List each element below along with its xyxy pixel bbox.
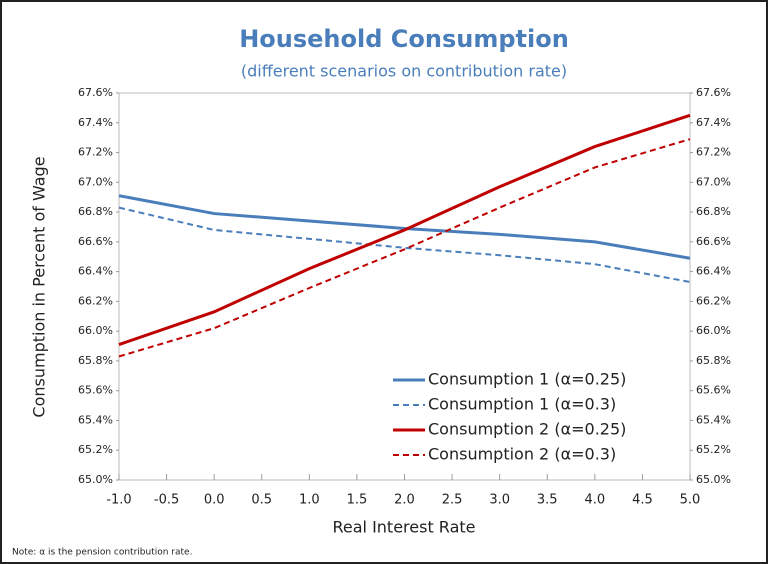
x-tick-label: -0.5	[154, 493, 179, 508]
y-tick-label: 66.8%	[78, 205, 113, 218]
x-tick-label: 0.5	[251, 493, 272, 508]
x-tick-label: 4.5	[632, 493, 653, 508]
y2-tick-label: 67.4%	[696, 116, 731, 129]
y2-tick-label: 65.4%	[696, 413, 731, 426]
y-tick-label: 67.0%	[78, 175, 113, 188]
y2-tick-label: 65.2%	[696, 443, 731, 456]
y2-tick-label: 66.0%	[696, 324, 731, 337]
x-tick-label: 5.0	[680, 493, 701, 508]
x-tick-label: 3.5	[537, 493, 558, 508]
y2-tick-label: 66.8%	[696, 205, 731, 218]
x-tick-label: 4.0	[584, 493, 605, 508]
x-tick-label: 0.0	[204, 493, 225, 508]
x-tick-label: 2.5	[442, 493, 463, 508]
x-tick-label: 1.0	[299, 493, 320, 508]
legend-label: Consumption 2 (α=0.25)	[428, 420, 626, 439]
x-axis-label: Real Interest Rate	[332, 518, 475, 537]
y2-tick-label: 67.6%	[696, 86, 731, 99]
y-tick-label: 67.2%	[78, 146, 113, 159]
x-tick-label: -1.0	[106, 493, 131, 508]
y-tick-label: 65.2%	[78, 443, 113, 456]
y2-tick-label: 66.4%	[696, 265, 731, 278]
y-tick-label: 65.0%	[78, 473, 113, 486]
y2-tick-label: 67.0%	[696, 175, 731, 188]
chart-subtitle: (different scenarios on contribution rat…	[241, 62, 567, 81]
note: Note: α is the pension contribution rate…	[12, 548, 192, 558]
y-tick-label: 66.6%	[78, 235, 113, 248]
series-line	[118, 138, 691, 358]
y-tick-label: 65.8%	[78, 354, 113, 367]
y2-tick-label: 65.8%	[696, 354, 731, 367]
y-tick-label: 67.6%	[78, 86, 113, 99]
y-tick-label: 66.4%	[78, 265, 113, 278]
x-tick-label: 2.0	[394, 493, 415, 508]
series-line	[118, 113, 691, 346]
y2-tick-label: 67.2%	[696, 146, 731, 159]
legend-label: Consumption 2 (α=0.3)	[428, 445, 616, 464]
y2-tick-label: 65.6%	[696, 384, 731, 397]
y2-tick-label: 65.0%	[696, 473, 731, 486]
legend-label: Consumption 1 (α=0.25)	[428, 370, 626, 389]
y-tick-label: 66.2%	[78, 294, 113, 307]
y-tick-label: 65.4%	[78, 413, 113, 426]
y-axis-label: Consumption in Percent of Wage	[30, 156, 49, 417]
y-tick-label: 65.6%	[78, 384, 113, 397]
x-tick-label: 1.5	[347, 493, 368, 508]
y-tick-label: 66.0%	[78, 324, 113, 337]
chart-title: Household Consumption	[239, 25, 569, 53]
x-tick-label: 3.0	[489, 493, 510, 508]
y-tick-label: 67.4%	[78, 116, 113, 129]
y2-tick-label: 66.2%	[696, 294, 731, 307]
legend-label: Consumption 1 (α=0.3)	[428, 395, 616, 414]
y2-tick-label: 66.6%	[696, 235, 731, 248]
